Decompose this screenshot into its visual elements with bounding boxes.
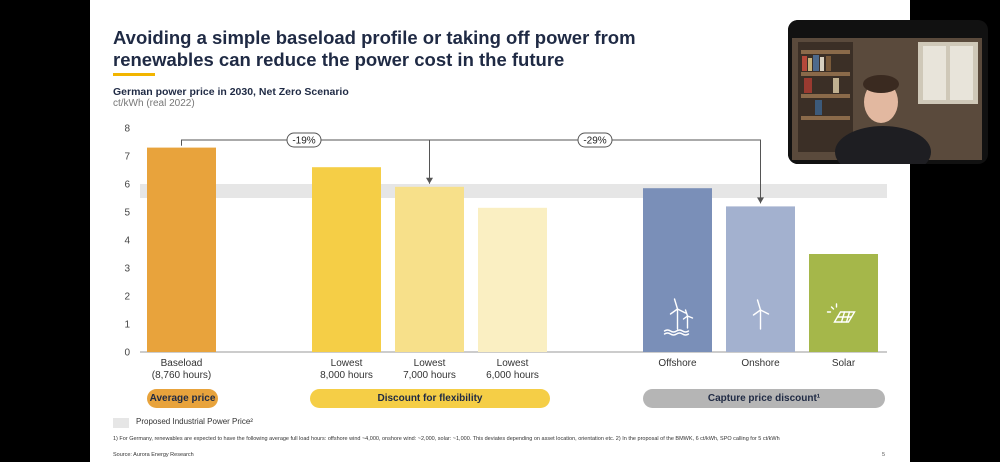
legend-swatch-industrial-price xyxy=(113,418,129,428)
bar xyxy=(312,167,381,352)
x-tick-label: Baseload xyxy=(161,358,203,369)
source-note: Source: Aurora Energy Research xyxy=(113,452,194,458)
chart-subtitle: German power price in 2030, Net Zero Sce… xyxy=(113,86,349,98)
solar-panel-shape xyxy=(833,311,856,323)
group-pill-average-price: Average price xyxy=(147,389,218,408)
group-pill-capture-price-discount: Capture price discount¹ xyxy=(643,389,885,408)
person-shoulders xyxy=(835,126,931,164)
solar-panel-icon xyxy=(826,303,856,323)
group-pill-discount-flexibility: Discount for flexibility xyxy=(310,389,550,408)
annotation-arrowhead xyxy=(426,177,433,184)
sun-rays xyxy=(826,303,838,313)
x-tick-label: 7,000 hours xyxy=(403,370,456,381)
x-tick-label: Lowest xyxy=(331,358,363,369)
turbine-blades xyxy=(752,299,770,316)
group-pill-label: Discount for flexibility xyxy=(377,393,483,404)
solar-panel-grid xyxy=(836,311,853,323)
sea-waves xyxy=(663,329,690,336)
x-tick-label: Lowest xyxy=(497,358,529,369)
onshore-wind-icon xyxy=(752,299,770,330)
x-tick-label: (8,760 hours) xyxy=(152,370,211,381)
y-tick-label: 5 xyxy=(124,208,130,219)
y-tick-label: 2 xyxy=(124,292,130,303)
y-tick-label: 4 xyxy=(124,236,130,247)
offshore-wind-icon xyxy=(663,298,694,336)
webcam-overlay xyxy=(788,20,988,164)
title-accent-rule xyxy=(113,73,155,76)
x-tick-label: Onshore xyxy=(741,358,780,369)
page-title: Avoiding a simple baseload profile or ta… xyxy=(113,27,636,70)
x-tick-label: 6,000 hours xyxy=(486,370,539,381)
x-tick-label: Solar xyxy=(832,358,856,369)
annotation-label: -29% xyxy=(583,136,606,147)
x-tick-label: Offshore xyxy=(658,358,697,369)
y-tick-label: 0 xyxy=(124,348,130,359)
person-hair xyxy=(863,75,899,93)
legend-label-industrial-price: Proposed Industrial Power Price² xyxy=(136,417,253,426)
footnote: 1) For Germany, renewables are expected … xyxy=(113,436,780,442)
annotation-label-box xyxy=(577,132,613,148)
turbine-blades xyxy=(669,298,687,315)
bar xyxy=(478,207,547,352)
slide: Avoiding a simple baseload profile or ta… xyxy=(90,0,910,462)
group-pill-label: Average price xyxy=(149,393,216,404)
bar xyxy=(147,147,216,352)
annotation-label: -19% xyxy=(292,136,315,147)
chart-units: ct/kWh (real 2022) xyxy=(113,98,195,109)
y-tick-label: 3 xyxy=(124,264,130,275)
page-number: 5 xyxy=(882,452,886,458)
turbine-small xyxy=(682,309,694,329)
webcam-video xyxy=(788,20,988,164)
x-tick-label: Lowest xyxy=(414,358,446,369)
y-tick-label: 7 xyxy=(124,152,130,163)
y-tick-label: 8 xyxy=(124,124,130,135)
annotation-arrowhead xyxy=(757,197,764,204)
x-tick-label: 8,000 hours xyxy=(320,370,373,381)
bar xyxy=(395,186,464,352)
annotation-label-box xyxy=(286,132,322,148)
group-pill-label: Capture price discount¹ xyxy=(707,393,821,404)
y-tick-label: 1 xyxy=(124,320,130,331)
bar xyxy=(809,254,878,352)
y-tick-label: 6 xyxy=(124,180,130,191)
bar xyxy=(726,206,795,352)
industrial-price-band xyxy=(140,184,887,198)
